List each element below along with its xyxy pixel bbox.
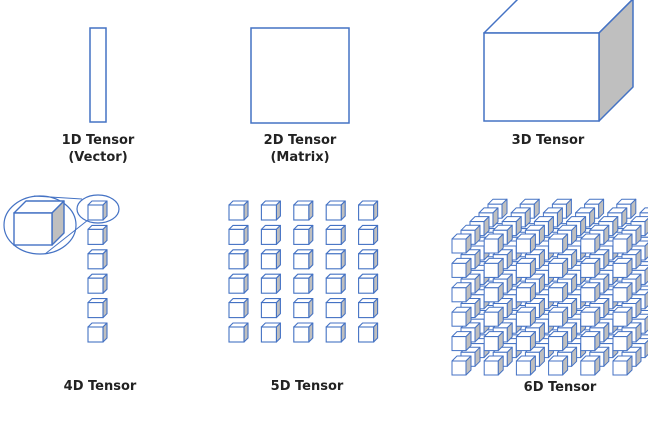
cube-6d (451, 355, 472, 376)
cube-6d (451, 306, 472, 327)
matrix-square (250, 27, 350, 124)
cube-6d (483, 306, 504, 327)
cube-6d (483, 257, 504, 278)
tensor-5d-cubes (228, 200, 379, 343)
label-6d-title: 6D Tensor (523, 380, 597, 395)
cube-4d (87, 249, 108, 270)
cube-6d (483, 355, 504, 376)
cube-6d (451, 233, 472, 254)
cube-4d (87, 200, 108, 221)
cube-6d (612, 331, 633, 352)
cube-5d (325, 273, 346, 294)
cube-6d (548, 233, 569, 254)
cube-5d (325, 322, 346, 343)
cube-5d (260, 322, 281, 343)
cube-5d (325, 298, 346, 319)
cube-6d (451, 257, 472, 278)
cube-6d (580, 233, 601, 254)
cube-3d (483, 0, 634, 122)
cube-4d (87, 224, 108, 245)
cube-5d (358, 249, 379, 270)
cube-6d (580, 282, 601, 303)
label-5d-title: 5D Tensor (270, 379, 344, 394)
label-2d: 2D Tensor (Matrix) (240, 132, 360, 166)
cube-6d (548, 331, 569, 352)
label-5d: 5D Tensor (247, 378, 367, 395)
zoom-connector (44, 219, 89, 255)
zoom-ellipse-small (76, 194, 120, 224)
cube-5d (228, 322, 249, 343)
cube-5d (260, 249, 281, 270)
cube-5d (228, 249, 249, 270)
cube-5d (293, 322, 314, 343)
cube-5d (358, 322, 379, 343)
label-3d: 3D Tensor (488, 132, 608, 149)
cube-5d (260, 200, 281, 221)
cube-5d (358, 200, 379, 221)
cube-5d (325, 249, 346, 270)
label-4d-title: 4D Tensor (63, 379, 137, 394)
label-1d-title: 1D Tensor (61, 133, 135, 148)
cube-5d (260, 273, 281, 294)
cube-6d (515, 355, 536, 376)
label-4d: 4D Tensor (40, 378, 160, 395)
cube-6d (483, 282, 504, 303)
cube-6d (548, 257, 569, 278)
label-1d-subtitle: (Vector) (68, 150, 128, 165)
cube-6d (548, 306, 569, 327)
cube-5d (293, 249, 314, 270)
cube-5d (260, 298, 281, 319)
cube-5d (325, 224, 346, 245)
cube-5d (293, 273, 314, 294)
cube-6d (612, 306, 633, 327)
cube-zoomed (13, 200, 65, 246)
cube-6d (612, 282, 633, 303)
cube-5d (293, 224, 314, 245)
cube-6d (483, 233, 504, 254)
cube-6d (515, 306, 536, 327)
cube-5d (293, 200, 314, 221)
cube-6d (515, 331, 536, 352)
label-1d: 1D Tensor (Vector) (38, 132, 158, 166)
cube-4d (87, 273, 108, 294)
tensor-3d-cube (483, 0, 634, 122)
cube-6d (612, 233, 633, 254)
cube-6d (515, 282, 536, 303)
cube-6d (580, 257, 601, 278)
label-3d-title: 3D Tensor (511, 133, 585, 148)
label-2d-title: 2D Tensor (263, 133, 337, 148)
cube-5d (260, 224, 281, 245)
cube-6d (612, 355, 633, 376)
tensor-4d-cubes (3, 194, 120, 343)
cube-6d (580, 331, 601, 352)
cube-4d (87, 322, 108, 343)
cube-6d (580, 306, 601, 327)
label-2d-subtitle: (Matrix) (270, 150, 330, 165)
cube-5d (358, 298, 379, 319)
cube-6d (548, 282, 569, 303)
cube-5d (358, 224, 379, 245)
cube-6d (483, 331, 504, 352)
cube-6d (515, 257, 536, 278)
cube-6d (515, 233, 536, 254)
cube-5d (228, 298, 249, 319)
cube-4d (87, 298, 108, 319)
cube-6d (451, 282, 472, 303)
tensor-6d-cubes (451, 198, 648, 376)
cube-5d (293, 298, 314, 319)
cube-5d (325, 200, 346, 221)
cube-5d (358, 273, 379, 294)
zoom-connector (33, 195, 83, 200)
cube-6d (612, 257, 633, 278)
cube-5d (228, 224, 249, 245)
cube-6d (580, 355, 601, 376)
vector-rectangle (89, 27, 107, 123)
cube-6d (548, 355, 569, 376)
cube-5d (228, 200, 249, 221)
cube-5d (228, 273, 249, 294)
cube-6d (451, 331, 472, 352)
label-6d: 6D Tensor (500, 379, 620, 396)
